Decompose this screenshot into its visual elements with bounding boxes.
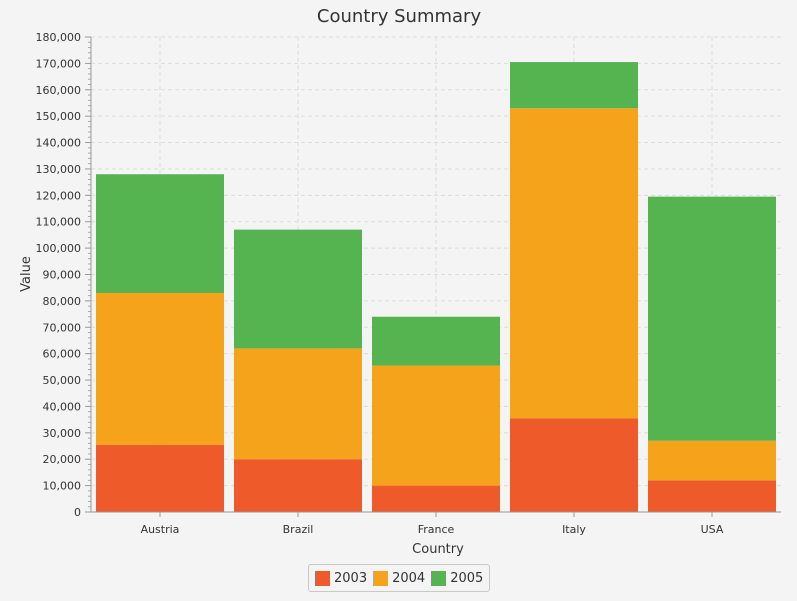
- legend-swatch: [431, 570, 447, 586]
- bar-2005-france: [372, 316, 500, 366]
- x-tick-label: Austria: [141, 523, 180, 536]
- bar-2003-italy: [510, 418, 638, 512]
- y-tick-label: 100,000: [36, 242, 82, 255]
- bar-2004-brazil: [234, 348, 362, 460]
- legend-item-2005: 2005: [431, 570, 484, 586]
- bar-2003-usa: [648, 480, 776, 512]
- legend-item-2004: 2004: [373, 570, 426, 586]
- y-tick-label: 70,000: [43, 321, 82, 334]
- y-tick-label: 80,000: [43, 295, 82, 308]
- legend-label: 2005: [450, 570, 484, 586]
- bars: [96, 62, 776, 512]
- x-tick-label: Italy: [562, 523, 586, 536]
- y-tick-label: 30,000: [43, 427, 82, 440]
- bar-2003-brazil: [234, 459, 362, 512]
- y-tick-label: 150,000: [36, 110, 82, 123]
- bar-2003-austria: [96, 444, 224, 512]
- legend-label: 2003: [334, 570, 368, 586]
- bar-2003-france: [372, 485, 500, 512]
- x-tick-label: Brazil: [283, 523, 314, 536]
- bar-2005-italy: [510, 62, 638, 109]
- bar-2004-usa: [648, 440, 776, 481]
- chart-title: Country Summary: [317, 6, 482, 27]
- y-tick-label: 20,000: [43, 453, 82, 466]
- y-tick-label: 120,000: [36, 189, 82, 202]
- y-tick-label: 50,000: [43, 374, 82, 387]
- x-axis-label: Country: [412, 542, 464, 557]
- legend-swatch: [315, 570, 330, 586]
- y-tick-label: 40,000: [43, 400, 82, 413]
- y-tick-label: 110,000: [36, 216, 82, 229]
- y-tick-label: 10,000: [43, 480, 82, 493]
- y-axis-label: Value: [19, 256, 34, 292]
- y-tick-label: 170,000: [36, 57, 82, 70]
- axes: 0 10,000 20,000 30,000 40,000 50,000 60,000 70,…: [36, 31, 781, 536]
- legend-swatch: [373, 570, 389, 586]
- bar-2004-italy: [510, 108, 638, 419]
- y-tick-label: 140,000: [36, 137, 82, 150]
- bar-2005-brazil: [234, 229, 362, 349]
- legend: 2003 2004 2005: [308, 564, 491, 592]
- bar-2004-austria: [96, 292, 224, 445]
- y-tick-label: 60,000: [43, 348, 82, 361]
- bar-2005-usa: [648, 196, 776, 441]
- y-tick-label: 90,000: [43, 269, 82, 282]
- bar-2004-france: [372, 365, 500, 486]
- y-tick-label: 160,000: [36, 84, 82, 97]
- legend-item-2003: 2003: [315, 570, 368, 586]
- legend-label: 2004: [392, 570, 426, 586]
- y-tick-label: 0: [74, 506, 81, 519]
- x-tick-label: France: [418, 523, 455, 536]
- y-tick-label: 130,000: [36, 163, 82, 176]
- y-tick-label: 180,000: [36, 31, 82, 44]
- bar-2005-austria: [96, 174, 224, 293]
- x-tick-label: USA: [701, 523, 724, 536]
